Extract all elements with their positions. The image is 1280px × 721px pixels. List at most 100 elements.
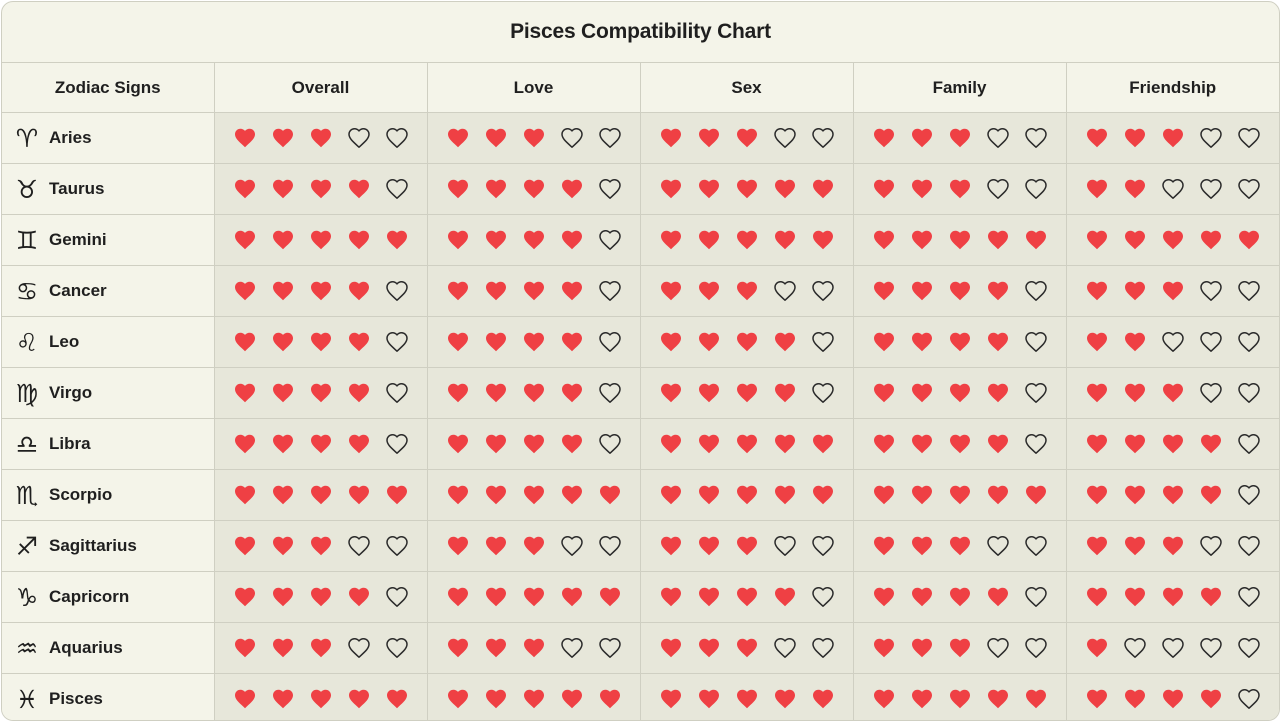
rating-cell-love [426, 520, 641, 572]
heart-filled-icon [911, 689, 932, 709]
sign-name: Aries [49, 128, 92, 147]
heart-outline-icon [1024, 434, 1047, 454]
heart-outline-icon [986, 179, 1009, 199]
column-header-overall: Overall [213, 63, 428, 113]
heart-rating [641, 113, 853, 163]
heart-filled-icon [348, 281, 369, 301]
heart-filled-icon [1086, 179, 1107, 199]
sign-cell: ♒︎ Aquarius [2, 622, 215, 674]
sign-cell: ♍︎ Virgo [2, 367, 215, 419]
heart-outline-icon [1238, 179, 1260, 199]
heart-filled-icon [698, 434, 719, 454]
heart-outline-icon [385, 332, 408, 352]
rating-cell-love [426, 367, 641, 419]
heart-outline-icon [385, 128, 408, 148]
heart-outline-icon [598, 536, 621, 556]
heart-filled-icon [272, 179, 293, 199]
heart-outline-icon [986, 128, 1009, 148]
heart-filled-icon [523, 383, 544, 403]
heart-filled-icon [1086, 230, 1107, 250]
heart-outline-icon [773, 281, 796, 301]
heart-filled-icon [234, 587, 255, 607]
heart-outline-icon [1024, 332, 1047, 352]
rating-cell-friendship [1065, 265, 1279, 317]
heart-rating [641, 674, 853, 720]
sign-name: Capricorn [49, 587, 130, 606]
heart-filled-icon [736, 587, 757, 607]
heart-filled-icon [1124, 434, 1145, 454]
heart-filled-icon [447, 638, 468, 658]
rating-cell-overall [213, 673, 428, 720]
heart-filled-icon [1086, 281, 1107, 301]
heart-filled-icon [310, 536, 331, 556]
heart-filled-icon [523, 485, 544, 505]
heart-filled-icon [272, 332, 293, 352]
heart-outline-icon [560, 128, 583, 148]
heart-rating [428, 674, 640, 720]
heart-outline-icon [1200, 281, 1222, 301]
rating-cell-overall [213, 163, 428, 215]
rating-cell-friendship [1065, 163, 1279, 215]
rating-cell-family [852, 112, 1067, 164]
heart-filled-icon [310, 128, 331, 148]
heart-filled-icon [736, 536, 757, 556]
heart-filled-icon [310, 689, 331, 709]
heart-filled-icon [1124, 587, 1145, 607]
heart-filled-icon [310, 485, 331, 505]
heart-rating [641, 317, 853, 367]
heart-outline-icon [811, 383, 834, 403]
heart-filled-icon [1162, 230, 1183, 250]
heart-filled-icon [348, 587, 369, 607]
heart-filled-icon [911, 179, 932, 199]
heart-filled-icon [561, 383, 582, 403]
heart-outline-icon [811, 587, 834, 607]
heart-filled-icon [660, 230, 681, 250]
heart-outline-icon [598, 332, 621, 352]
rating-cell-love [426, 571, 641, 623]
heart-filled-icon [698, 128, 719, 148]
heart-filled-icon [949, 638, 970, 658]
rating-cell-family [852, 622, 1067, 674]
heart-filled-icon [774, 587, 795, 607]
heart-outline-icon [1200, 383, 1222, 403]
libra-icon: ♎︎ [15, 429, 39, 459]
heart-rating [428, 521, 640, 571]
sign-cell: ♊︎ Gemini [2, 214, 215, 266]
heart-outline-icon [1162, 638, 1184, 658]
rating-cell-love [426, 316, 641, 368]
heart-filled-icon [1124, 230, 1145, 250]
virgo-icon: ♍︎ [15, 378, 39, 408]
heart-filled-icon [523, 638, 544, 658]
heart-outline-icon [1238, 587, 1260, 607]
heart-outline-icon [1238, 281, 1260, 301]
sagittarius-icon: ♐︎ [15, 531, 39, 561]
sign-cell: ♋︎ Cancer [2, 265, 215, 317]
heart-filled-icon [736, 434, 757, 454]
heart-filled-icon [523, 179, 544, 199]
heart-outline-icon [385, 536, 408, 556]
heart-filled-icon [523, 332, 544, 352]
heart-filled-icon [348, 332, 369, 352]
heart-filled-icon [949, 383, 970, 403]
rating-cell-family [852, 214, 1067, 266]
table-row: ♏︎ Scorpio [2, 469, 1280, 521]
heart-rating [1067, 521, 1280, 571]
heart-filled-icon [1025, 689, 1046, 709]
heart-filled-icon [1200, 485, 1221, 505]
heart-rating [641, 572, 853, 622]
sign-name: Gemini [49, 230, 107, 249]
heart-rating [641, 164, 853, 214]
pisces-icon: ♓︎ [15, 684, 39, 714]
heart-filled-icon [873, 128, 894, 148]
rating-cell-love [426, 112, 641, 164]
heart-filled-icon [949, 281, 970, 301]
heart-outline-icon [1238, 689, 1260, 709]
heart-filled-icon [812, 230, 833, 250]
heart-outline-icon [1024, 383, 1047, 403]
heart-filled-icon [561, 281, 582, 301]
rating-cell-sex [639, 622, 854, 674]
heart-filled-icon [485, 281, 506, 301]
heart-filled-icon [447, 587, 468, 607]
heart-rating [1067, 470, 1280, 520]
